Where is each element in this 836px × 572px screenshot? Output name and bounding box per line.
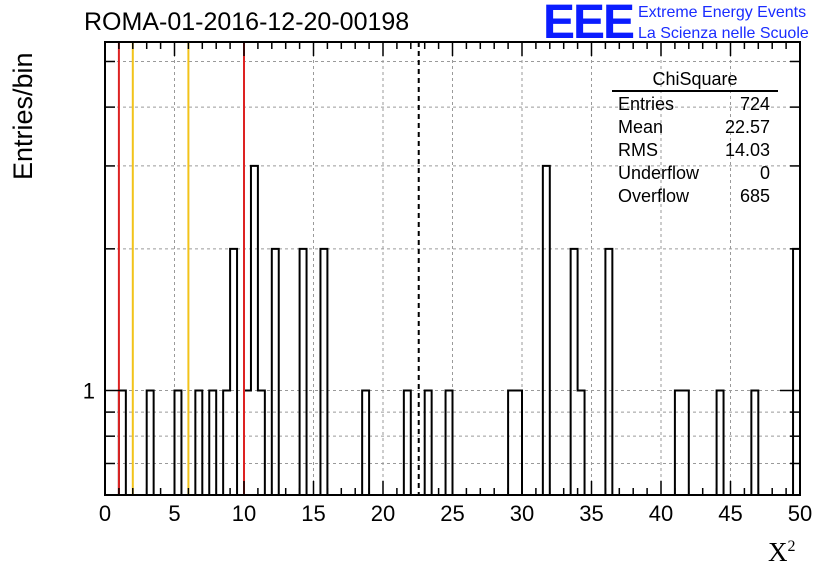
histogram-bin <box>425 391 432 495</box>
histogram-bin <box>793 249 800 495</box>
stats-label: Overflow <box>618 186 690 206</box>
x-tick-label: 20 <box>371 501 395 526</box>
histogram-bin <box>404 391 411 495</box>
stats-row-mean: Mean 22.57 <box>612 116 778 139</box>
x-tick-label: 35 <box>579 501 603 526</box>
stats-value: 0 <box>759 163 770 183</box>
histogram-bin <box>751 391 758 495</box>
histogram-bin <box>119 391 126 495</box>
histogram-bin <box>605 249 612 495</box>
stats-row-overflow: Overflow 685 <box>612 185 778 208</box>
x-tick-label: 50 <box>788 501 812 526</box>
x-tick-label: 40 <box>649 501 673 526</box>
x-tick-label: 10 <box>232 501 256 526</box>
histogram-bin <box>230 249 237 495</box>
histogram-bin <box>717 391 724 495</box>
eee-logo: EEE <box>543 0 635 49</box>
stats-box: ChiSquare Entries 724 Mean 22.57 RMS 14.… <box>612 68 778 208</box>
x-axis-label: X2 <box>768 537 796 568</box>
histogram-bin <box>251 166 258 495</box>
brand-line-2: La Scienza nelle Scuole <box>638 25 809 42</box>
histogram-bin <box>543 166 550 495</box>
histogram-bin <box>508 391 515 495</box>
stats-value: 22.57 <box>724 117 770 137</box>
stats-value: 14.03 <box>724 140 770 160</box>
histogram-bin <box>446 391 453 495</box>
y-axis-label: Entries/bin <box>8 52 38 180</box>
x-tick-label: 45 <box>718 501 742 526</box>
y-tick-label: 1 <box>83 379 95 404</box>
axis-ticks: 0 5 10 15 20 25 30 35 40 45 50 1 <box>83 42 812 526</box>
histogram-bin <box>223 391 230 495</box>
histogram-bin <box>195 391 202 495</box>
stats-row-entries: Entries 724 <box>612 93 778 116</box>
stats-label: Mean <box>618 117 664 137</box>
x-tick-label: 5 <box>168 501 180 526</box>
stats-row-rms: RMS 14.03 <box>612 139 778 162</box>
stats-label: Entries <box>618 94 675 114</box>
histogram-bin <box>675 391 682 495</box>
histogram-bin <box>362 391 369 495</box>
histogram-bin <box>515 391 522 495</box>
histogram-bin <box>571 249 578 495</box>
x-tick-label: 0 <box>99 501 111 526</box>
x-tick-label: 30 <box>510 501 534 526</box>
reference-lines <box>117 42 420 495</box>
histogram-bin <box>175 391 182 495</box>
histogram-bin <box>272 249 279 495</box>
histogram-bin <box>300 249 307 495</box>
stats-value: 685 <box>739 186 770 206</box>
stats-label: RMS <box>618 140 658 160</box>
histogram-bin <box>320 249 327 495</box>
stats-value: 724 <box>739 94 770 114</box>
stats-row-underflow: Underflow 0 <box>612 162 778 185</box>
histogram-outline <box>105 164 801 496</box>
histogram-bin <box>258 391 265 495</box>
x-tick-label: 25 <box>440 501 464 526</box>
stats-label: Underflow <box>618 163 700 183</box>
histogram-bins <box>105 164 801 496</box>
brand-line-1: Extreme Energy Events <box>638 4 807 21</box>
histogram-bin <box>209 391 216 495</box>
x-tick-label: 15 <box>301 501 325 526</box>
histogram-bin <box>147 391 154 495</box>
stats-box-title: ChiSquare <box>612 68 778 92</box>
x-axis-label-base: X <box>768 537 788 567</box>
histogram-bin <box>682 391 689 495</box>
histogram-bin <box>244 391 251 495</box>
x-axis-label-superscript: 2 <box>787 538 796 555</box>
chart-title: ROMA-01-2016-12-20-00198 <box>84 8 410 36</box>
histogram-bin <box>578 391 585 495</box>
